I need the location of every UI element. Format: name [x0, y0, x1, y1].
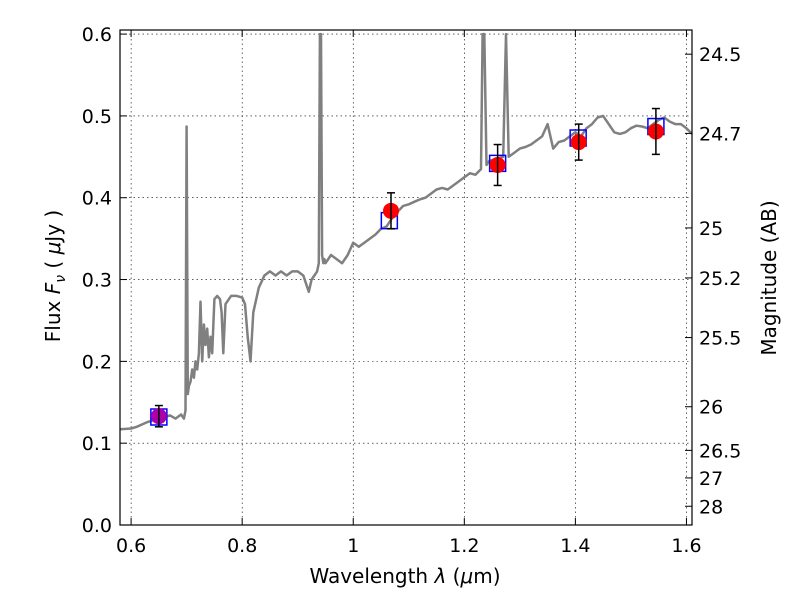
- y-tick-label: 0.5: [82, 106, 112, 128]
- grid-lines: [120, 30, 692, 526]
- y-axis-label: Flux Fν ( μJy ): [41, 210, 69, 342]
- series-line-model-spectrum: [119, 32, 693, 431]
- photometry-markers: [150, 107, 665, 428]
- x-tick-label: 1.6: [671, 535, 701, 557]
- mag-tick-label: 24.7: [699, 123, 741, 145]
- x-tick-label: 1: [347, 535, 359, 557]
- magnitude-axis-label: Magnitude (AB): [757, 200, 781, 355]
- y-tick-label: 0.6: [82, 24, 112, 46]
- y-tick-label: 0.4: [82, 188, 112, 210]
- x-tick-label: 0.6: [116, 535, 146, 557]
- y-tick-label: 0.3: [82, 270, 112, 292]
- y-tick-label: 0.1: [82, 433, 112, 455]
- y-tick-label: 0.2: [82, 351, 112, 373]
- mag-tick-label: 25.2: [699, 268, 741, 290]
- mag-tick-label: 26: [699, 397, 723, 419]
- x-tick-label: 0.8: [227, 535, 257, 557]
- mag-tick-label: 28: [699, 496, 723, 518]
- x-tick-label: 1.2: [449, 535, 479, 557]
- x-tick-label: 1.4: [560, 535, 590, 557]
- x-axis-label: Wavelength λ (μm): [309, 564, 500, 588]
- mag-tick-label: 25.5: [699, 328, 741, 350]
- y-tick-label: 0.0: [82, 515, 112, 537]
- mag-tick-label: 26.5: [699, 440, 741, 462]
- plot-frame: [119, 29, 693, 526]
- axis-ticks: 0.6 0.8 1 1.2 1.4 1.6 0.0 0.1 0.2 0.3 0.4 0.5 0.6 24.…: [82, 24, 742, 557]
- mag-tick-label: 27: [699, 468, 723, 490]
- mag-tick-label: 24.5: [699, 44, 741, 66]
- mag-tick-label: 25: [699, 218, 723, 240]
